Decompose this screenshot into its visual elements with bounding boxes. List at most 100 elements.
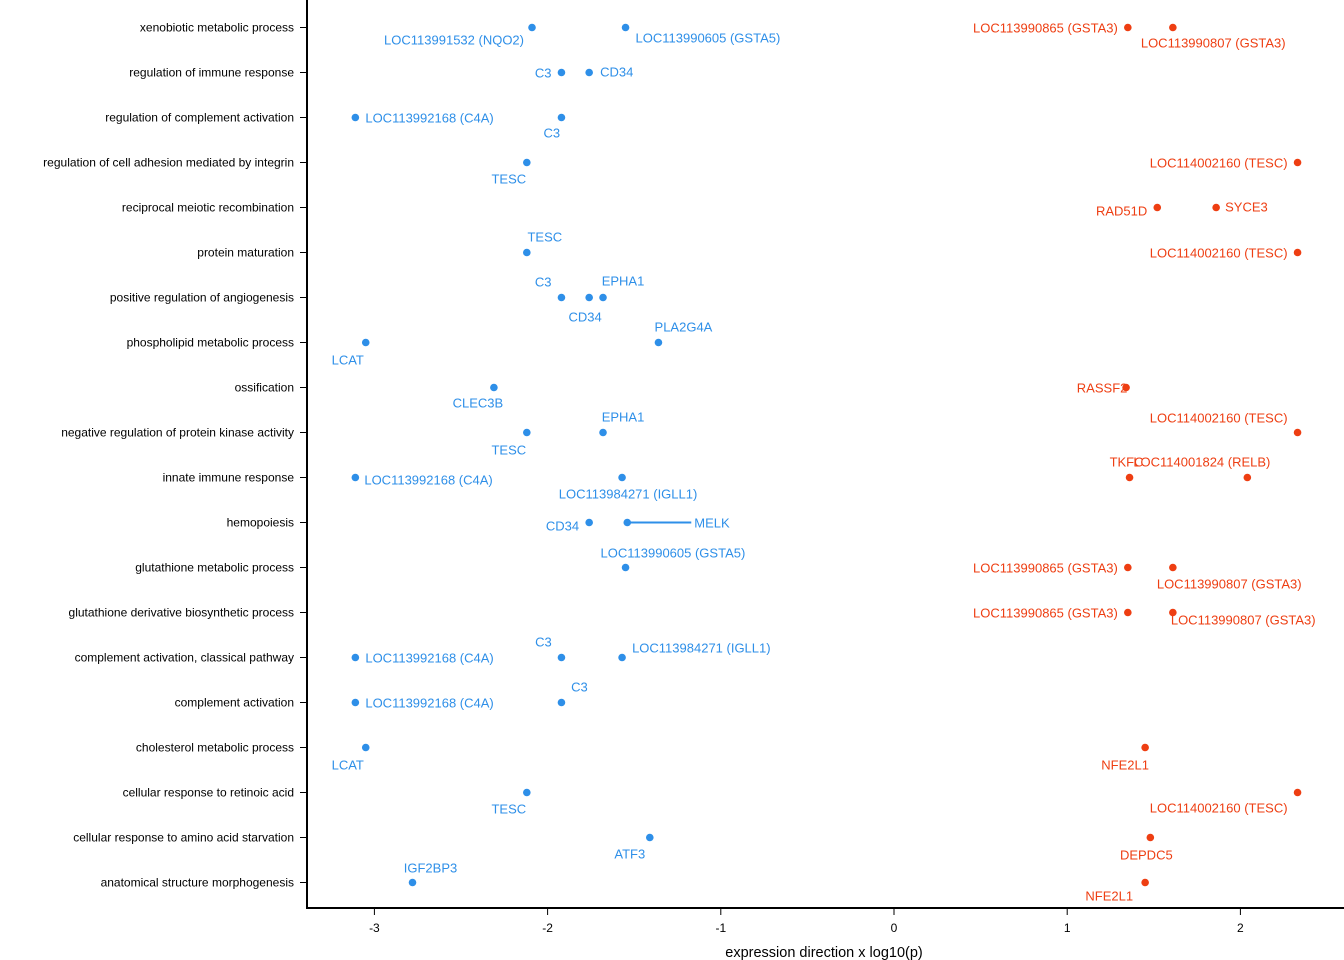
y-tick-label: protein maturation xyxy=(197,246,294,260)
data-points xyxy=(351,23,1302,887)
x-tick-label: -3 xyxy=(369,921,380,935)
gene-label: LOC114002160 (TESC) xyxy=(1150,801,1288,816)
gene-label: LOC113992168 (C4A) xyxy=(365,696,493,711)
y-tick-label: xenobiotic metabolic process xyxy=(140,21,294,35)
data-point xyxy=(645,833,654,842)
y-tick-label: reciprocal meiotic recombination xyxy=(122,201,294,215)
data-point xyxy=(557,68,566,77)
gene-label: LCAT xyxy=(332,353,364,368)
data-point xyxy=(1146,833,1155,842)
x-tick-label: 2 xyxy=(1237,921,1244,935)
data-point xyxy=(523,158,531,167)
data-point xyxy=(351,653,360,662)
data-point xyxy=(361,338,370,347)
data-point xyxy=(1141,743,1149,752)
y-tick-label: regulation of immune response xyxy=(129,66,294,80)
gene-label: PLA2G4A xyxy=(655,320,713,335)
gene-label: LOC113992168 (C4A) xyxy=(364,473,492,488)
data-point xyxy=(621,23,630,32)
gene-label: TESC xyxy=(491,802,526,817)
gene-label: LOC113990865 (GSTA3) xyxy=(973,561,1118,576)
gene-label: TESC xyxy=(527,230,562,245)
gene-label: LOC113990605 (GSTA5) xyxy=(601,546,746,561)
gene-label: TESC xyxy=(491,172,526,187)
gene-label: IGF2BP3 xyxy=(404,861,457,876)
gene-label: NFE2L1 xyxy=(1085,889,1133,904)
gene-label: LOC113991532 (NQO2) xyxy=(384,33,524,48)
gene-label: LOC113990865 (GSTA3) xyxy=(973,606,1118,621)
data-point xyxy=(599,293,607,302)
gene-label: CD34 xyxy=(569,310,602,325)
data-point xyxy=(408,878,417,887)
data-point xyxy=(528,23,536,32)
y-tick-label: cellular response to retinoic acid xyxy=(123,786,294,800)
y-tick-label: cellular response to amino acid starvati… xyxy=(73,831,294,845)
data-point xyxy=(351,698,360,707)
data-point xyxy=(523,248,531,257)
data-point xyxy=(557,653,566,662)
gene-label: LOC113992168 (C4A) xyxy=(365,651,493,666)
data-point xyxy=(557,698,566,707)
gene-label: NFE2L1 xyxy=(1101,758,1149,773)
data-point xyxy=(351,473,360,482)
gene-label: SYCE3 xyxy=(1225,200,1268,215)
gene-labels: LOC113991532 (NQO2) LOC113990605 (GSTA5) L… xyxy=(332,21,1316,904)
gene-label: LOC113984271 (IGLL1) xyxy=(559,487,698,502)
data-point xyxy=(585,293,593,302)
y-tick-label: innate immune response xyxy=(163,471,295,485)
x-ticks: -3 -2 -1 0 1 2 xyxy=(369,908,1244,935)
data-point xyxy=(1125,473,1134,482)
data-point xyxy=(1293,788,1302,797)
x-tick-label: -2 xyxy=(542,921,553,935)
data-point xyxy=(1169,608,1177,617)
y-tick-label: anatomical structure morphogenesis xyxy=(101,876,294,890)
data-point xyxy=(557,293,566,302)
gene-label: RASSF2 xyxy=(1077,381,1128,396)
data-point xyxy=(523,788,531,797)
y-tick-label: regulation of complement activation xyxy=(105,111,294,125)
data-point xyxy=(1122,383,1130,392)
gene-label: LOC114002160 (TESC) xyxy=(1150,246,1288,261)
gene-label: MELK xyxy=(694,516,730,531)
data-point xyxy=(1124,563,1132,572)
data-point xyxy=(1293,158,1302,167)
gene-label: LOC113984271 (IGLL1) xyxy=(632,641,771,656)
y-tick-label: regulation of cell adhesion mediated by … xyxy=(43,156,294,170)
gene-label: TKFC xyxy=(1110,455,1144,470)
data-point xyxy=(1293,428,1302,437)
gene-label: LOC113990605 (GSTA5) xyxy=(636,31,781,46)
y-tick-label: positive regulation of angiogenesis xyxy=(110,291,294,305)
y-tick-label: negative regulation of protein kinase ac… xyxy=(61,426,294,440)
gene-label: LCAT xyxy=(332,758,364,773)
gene-label: LOC114002160 (TESC) xyxy=(1150,411,1288,426)
y-tick-label: glutathione derivative biosynthetic proc… xyxy=(69,606,294,620)
y-tick-label: phospholipid metabolic process xyxy=(127,336,294,350)
data-point xyxy=(621,563,630,572)
gene-label: EPHA1 xyxy=(602,410,645,425)
data-point xyxy=(585,68,593,77)
data-point xyxy=(1153,203,1162,212)
data-point xyxy=(1141,878,1149,887)
data-point xyxy=(654,338,663,347)
gene-label: C3 xyxy=(571,680,588,695)
y-tick-label: complement activation, classical pathway xyxy=(75,651,294,665)
gene-label: RAD51D xyxy=(1096,204,1147,219)
gene-label: EPHA1 xyxy=(602,274,645,289)
gene-label: CLEC3B xyxy=(453,396,504,411)
y-tick-labels: xenobiotic metabolic process regulation o… xyxy=(43,21,307,890)
gene-label: C3 xyxy=(535,275,552,290)
data-point xyxy=(351,113,360,122)
data-point xyxy=(1169,23,1177,32)
data-point xyxy=(557,113,566,122)
data-point xyxy=(618,473,626,482)
y-tick-label: ossification xyxy=(235,381,294,395)
gene-label: ATF3 xyxy=(614,847,645,862)
gene-label: LOC114002160 (TESC) xyxy=(1150,156,1288,171)
data-point xyxy=(585,518,593,527)
data-point xyxy=(623,518,632,527)
gene-label: C3 xyxy=(543,126,560,141)
data-point xyxy=(1124,23,1132,32)
data-point xyxy=(1243,473,1252,482)
gene-label: TESC xyxy=(491,443,526,458)
